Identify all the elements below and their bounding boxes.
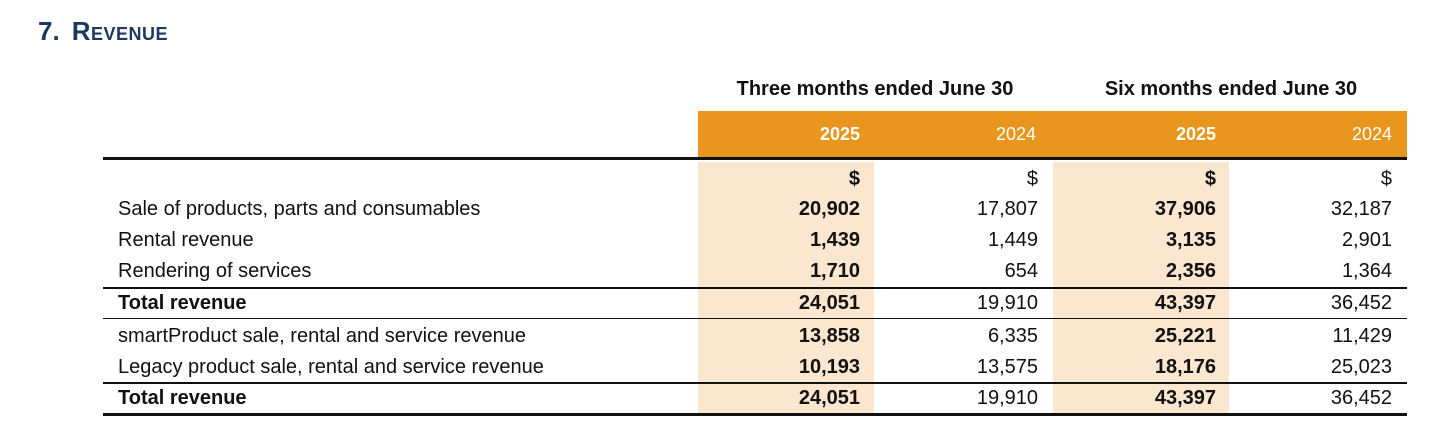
cell-value: 1,449 [987, 229, 1038, 251]
row-rule [103, 382, 1407, 384]
section-title: 7. Revenue [38, 16, 168, 47]
cell-value: 17,807 [976, 198, 1038, 220]
year-header-three-2025: 2025 [819, 124, 860, 144]
row-label: Rendering of services [118, 260, 312, 282]
shaded-column-six-2025 [1053, 162, 1229, 416]
cell-value: 1,710 [809, 260, 860, 282]
table-row: Rental revenue 1,439 1,449 3,135 2,901 [0, 225, 1429, 256]
year-header-six-2024: 2024 [1351, 124, 1392, 144]
cell-value: 1,364 [1341, 260, 1392, 282]
table-row: smartProduct sale, rental and service re… [0, 321, 1429, 352]
cell-value: 43,397 [1154, 292, 1216, 314]
cell-value: 36,452 [1330, 292, 1392, 314]
period-header-three-months: Three months ended June 30 [736, 78, 1014, 100]
cell-value: 13,575 [976, 356, 1038, 378]
row-rule [103, 287, 1407, 289]
cell-value: 24,051 [798, 387, 860, 409]
table-row: Legacy product sale, rental and service … [0, 352, 1429, 383]
currency-symbol: $ [848, 168, 860, 190]
currency-symbol: $ [1026, 168, 1038, 190]
table-top-rule [103, 157, 1407, 160]
cell-value: 10,193 [798, 356, 860, 378]
currency-symbol: $ [1380, 168, 1392, 190]
table-row: Rendering of services 1,710 654 2,356 1,… [0, 256, 1429, 287]
table-row: Sale of products, parts and consumables … [0, 194, 1429, 225]
row-label: Sale of products, parts and consumables [118, 198, 481, 220]
cell-value: 13,858 [798, 325, 860, 347]
row-label: Rental revenue [118, 229, 254, 251]
cell-value: 43,397 [1154, 387, 1216, 409]
cell-value: 654 [1004, 260, 1038, 282]
cell-value: 11,429 [1332, 325, 1392, 347]
year-header-six-2025: 2025 [1175, 124, 1216, 144]
row-rule [103, 318, 1407, 319]
cell-value: 25,023 [1330, 356, 1392, 378]
row-label: Total revenue [118, 387, 247, 409]
cell-value: 24,051 [798, 292, 860, 314]
section-title-text: Revenue [71, 16, 168, 46]
table-row-total: Total revenue 24,051 19,910 43,397 36,45… [0, 383, 1429, 414]
row-label: Legacy product sale, rental and service … [118, 356, 544, 378]
cell-value: 18,176 [1154, 356, 1216, 378]
year-header-bar: 2025 2024 2025 2024 [698, 111, 1407, 158]
currency-symbol: $ [1204, 168, 1216, 190]
cell-value: 32,187 [1330, 198, 1392, 220]
section-number: 7. [38, 16, 60, 46]
row-label: smartProduct sale, rental and service re… [118, 325, 526, 347]
cell-value: 37,906 [1154, 198, 1216, 220]
cell-value: 3,135 [1165, 229, 1216, 251]
currency-row: $ $ $ $ [0, 164, 1429, 195]
cell-value: 19,910 [976, 387, 1038, 409]
period-header-six-months: Six months ended June 30 [1104, 78, 1358, 100]
cell-value: 20,902 [798, 198, 860, 220]
row-label: Total revenue [118, 292, 247, 314]
year-header-three-2024: 2024 [995, 124, 1036, 144]
cell-value: 25,221 [1154, 325, 1216, 347]
cell-value: 1,439 [809, 229, 860, 251]
cell-value: 6,335 [987, 325, 1038, 347]
cell-value: 2,356 [1165, 260, 1216, 282]
cell-value: 36,452 [1330, 387, 1392, 409]
shaded-column-three-2025 [698, 162, 874, 416]
table-bottom-rule [103, 413, 1407, 416]
cell-value: 2,901 [1341, 229, 1392, 251]
table-row-total: Total revenue 24,051 19,910 43,397 36,45… [0, 288, 1429, 319]
cell-value: 19,910 [976, 292, 1038, 314]
